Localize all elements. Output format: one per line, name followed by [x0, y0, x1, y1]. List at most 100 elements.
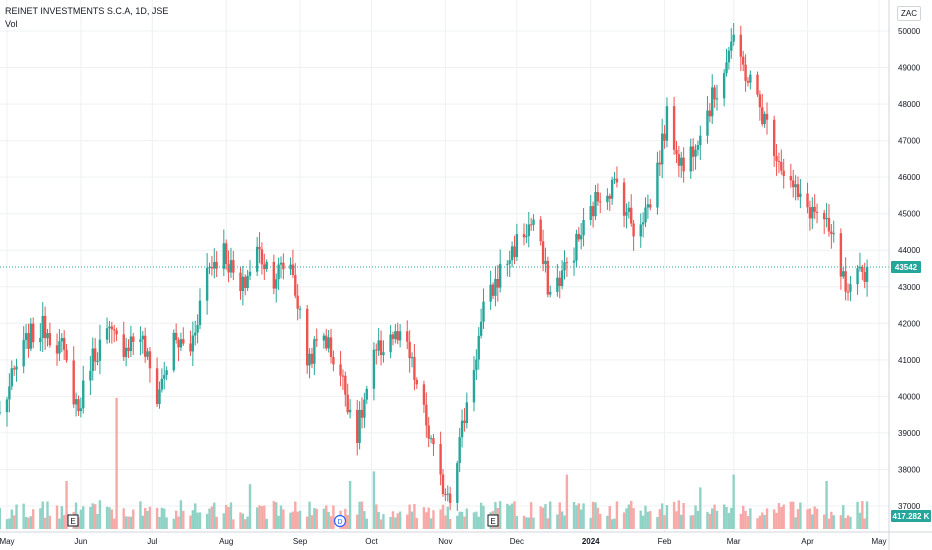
candle-body	[675, 149, 678, 155]
candle-body	[296, 295, 299, 309]
candle-body	[310, 353, 314, 364]
candle-body	[565, 262, 569, 264]
volume-bar	[382, 514, 385, 529]
currency-button[interactable]: ZAC	[897, 6, 921, 21]
volume-bar	[289, 512, 292, 529]
candle-body	[282, 262, 285, 270]
volume-bar	[413, 503, 416, 529]
candle-body	[689, 146, 692, 172]
candle-body	[191, 335, 195, 352]
candle-body	[208, 267, 211, 269]
volume-bar	[744, 510, 747, 529]
volume-bar	[708, 513, 712, 529]
candle-body	[577, 233, 581, 240]
candle-body	[422, 384, 426, 405]
candle-body	[41, 315, 44, 338]
volume-bar	[796, 509, 800, 529]
candle-body	[539, 219, 542, 242]
volume-bar	[475, 511, 478, 529]
volume-bar	[358, 501, 361, 529]
volume-bar	[389, 516, 392, 529]
price-axis[interactable]: 50000 49000 48000 47000 46000 45000 44000 43000…	[898, 27, 921, 511]
volume-bar	[722, 504, 726, 529]
time-axis[interactable]: May Jun Jul Aug Sep Oct Nov Dec 2024 Feb Mar Apr May	[0, 537, 887, 546]
volume-bar	[241, 513, 245, 529]
candle-body	[477, 335, 480, 360]
candle-body	[158, 389, 161, 405]
candle-body	[513, 246, 516, 258]
candle-body	[627, 207, 631, 212]
candle-body	[224, 243, 228, 265]
candle-body	[794, 184, 797, 188]
candle-body	[749, 74, 752, 83]
candle-body	[348, 409, 352, 413]
volume-bar	[263, 505, 266, 529]
candle-body	[761, 107, 764, 125]
volume-bar	[479, 502, 483, 529]
candle-body	[339, 364, 342, 376]
earnings-marker[interactable]	[67, 514, 79, 527]
candle-body	[408, 341, 411, 359]
candle-body	[596, 191, 600, 202]
candle-body	[155, 368, 159, 405]
volume-bar	[627, 504, 631, 529]
volume-bar	[327, 512, 330, 529]
volume-bar	[60, 506, 63, 529]
candle-body	[122, 334, 125, 358]
volume-bar	[844, 518, 847, 529]
volume-bar	[232, 519, 235, 529]
volume-bar	[113, 518, 116, 529]
candle-body	[582, 219, 585, 236]
volume-bar	[398, 511, 402, 529]
volume-bar	[313, 508, 316, 529]
candle-body	[27, 333, 30, 349]
candle-body	[160, 378, 164, 390]
candle-body	[532, 219, 535, 225]
volume-bar	[129, 516, 133, 529]
candle-body	[279, 262, 283, 265]
candle-body	[105, 328, 109, 340]
dividend-marker[interactable]	[333, 514, 347, 528]
volume-bar	[39, 508, 42, 529]
volume-bar	[696, 510, 700, 529]
volume-bar	[794, 517, 797, 529]
candle-body	[758, 94, 762, 108]
candlesticks	[0, 23, 869, 511]
volume-bar	[706, 511, 709, 529]
volume-bar	[422, 507, 426, 529]
candle-body	[72, 360, 75, 405]
candle-body	[815, 211, 819, 213]
volume-bar	[711, 508, 714, 529]
volume-bar	[639, 510, 642, 529]
candle-body	[722, 73, 726, 99]
earnings-marker[interactable]	[487, 514, 499, 527]
volume-bar	[275, 502, 278, 529]
candle-body	[215, 261, 218, 269]
volume-bar	[541, 507, 545, 529]
volume-bar	[572, 501, 576, 529]
candle-body	[563, 262, 566, 271]
price-labels: 43542 417.282 K	[891, 260, 931, 522]
candle-body	[660, 133, 664, 165]
candle-body	[394, 331, 397, 340]
volume-bar	[127, 516, 130, 529]
volume-bar	[782, 504, 785, 529]
candle-body	[465, 402, 469, 423]
candle-body	[777, 160, 781, 162]
volume-bar	[441, 504, 445, 529]
candle-body	[329, 337, 333, 357]
volume-bar	[808, 508, 812, 529]
candle-body	[391, 334, 395, 340]
volume-bar	[198, 512, 202, 529]
candle-body	[625, 211, 628, 216]
volume-bar	[510, 503, 514, 529]
candle-body	[639, 224, 642, 237]
candle-body	[472, 370, 476, 403]
volume-bar	[830, 511, 833, 529]
time-tick-label: Mar	[727, 537, 741, 546]
volume-bar	[58, 518, 61, 529]
candle-body	[608, 195, 611, 199]
volume-bar	[458, 511, 461, 529]
volume-bar	[858, 512, 862, 529]
